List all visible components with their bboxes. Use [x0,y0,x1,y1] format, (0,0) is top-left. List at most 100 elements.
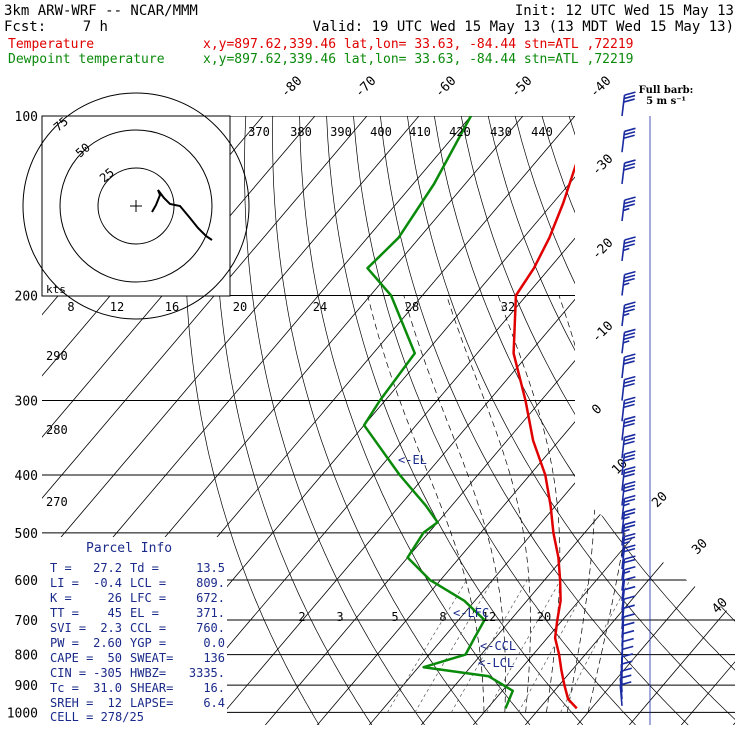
dry-adiabat-line [703,116,735,725]
isotherm-line [732,116,735,725]
parcel-row-value: 26 [108,591,122,605]
legend-temperature-location: x,y=897.62,339.46 lat,lon= 33.63, -84.44… [203,37,633,52]
parcel-row-value: -0.4 [93,576,122,590]
wind-barb [621,494,636,520]
moist-adiabat-line [558,295,596,713]
mixing-ratio-low-label: 5 [391,610,398,624]
isotherm-label: -80 [278,74,305,101]
init-time: Init: 12 UTC Wed 15 May 13 [515,3,734,19]
dry-adiabat-label: 290 [46,349,68,363]
barb-legend-unit: 5 m s⁻¹ [646,96,686,107]
dry-adiabat-label: 280 [46,423,68,437]
parcel-row-label: LAPSE= [130,696,173,710]
isotherm-label: -40 [587,74,614,101]
moist-adiabat-line [446,295,531,713]
lfc-marker: <-LFC [453,606,489,620]
pressure-tick-label: 200 [15,290,38,305]
wind-barb [621,415,636,441]
isotherm-label: 0 [589,402,605,418]
model-title: 3km ARW-WRF -- NCAR/MMM [4,3,198,19]
parcel-row-label: CAPE = [50,651,93,665]
wind-barb [621,91,636,117]
wind-barb [621,450,636,476]
mixing-ratio-line [486,579,561,713]
wind-barb [621,629,635,655]
parcel-cell: CELL = 278/25 [50,710,144,724]
mixing-ratio-line [451,579,528,713]
pressure-tick-label: 600 [15,574,38,589]
pressure-tick-label: 800 [15,649,38,664]
parcel-row-label: T = [50,561,72,575]
mixing-ratio-low-label: 3 [336,610,343,624]
parcel-row-value: 27.2 [93,561,122,575]
header: 3km ARW-WRF -- NCAR/MMM Init: 12 UTC Wed… [4,3,734,35]
isotherm-line [42,116,368,725]
parcel-info-background [42,537,227,725]
parcel-row-label: PW = [50,636,79,650]
mixing-ratio-low-label: 8 [439,610,446,624]
mixing-ratio-label: 16 [165,300,179,314]
parcel-row-value: 16. [203,681,225,695]
mixing-ratio-low-label: 12 [482,610,496,624]
level-markers: <-EL <-LFC <-CCL <-LCL [398,453,516,670]
theta-label: 370 [248,125,270,139]
wind-barbs [619,91,651,725]
parcel-row-label: CIN = [50,666,86,680]
wind-barb [621,576,636,601]
parcel-row-value: -305 [93,666,122,680]
wind-barb [621,301,636,327]
parcel-row-value: 672. [196,591,225,605]
parcel-row-label: SVI = [50,621,86,635]
dry-adiabat-line [407,116,735,725]
dry-adiabat-label: 270 [46,495,68,509]
el-marker: <-EL [398,453,427,467]
parcel-row-value: 45 [108,606,122,620]
theta-label: 400 [370,125,392,139]
sounding-profiles [362,116,592,710]
barb-legend: Full barb: 5 m s⁻¹ [639,85,694,107]
wind-barb [621,196,636,222]
isotherm-line [524,116,735,725]
parcel-row-label: CCL = [130,621,166,635]
hodograph-ring [59,129,213,283]
isotherm-label: -20 [589,236,616,263]
pressure-tick-label: 1000 [7,706,38,721]
wind-barb [621,353,636,379]
isotherm-label: -50 [508,74,535,101]
parcel-row-value: 12 [108,696,122,710]
parcel-row-value: 371. [196,606,225,620]
mixing-ratio-line [387,579,467,713]
theta-label: 410 [409,125,431,139]
parcel-row-label: Tc = [50,681,79,695]
legend-dewpoint: Dewpoint temperature [8,52,165,67]
hodograph-unit-label: kts [46,283,66,296]
parcel-row-label: SREH = [50,696,93,710]
isotherm-line [420,116,735,725]
dry-adiabat-line [541,116,735,725]
dewpoint-line [362,116,515,709]
wind-barb [621,270,636,296]
parcel-row-value: 2.60 [93,636,122,650]
wind-barb [621,127,636,153]
mixing-ratio-label: 20 [233,300,247,314]
mixing-ratio-label: 12 [110,300,124,314]
dry-adiabat-line [353,116,636,725]
parcel-row-label: SWEAT= [130,651,173,665]
mixing-ratio-label: 32 [501,300,515,314]
isotherm-line [628,116,735,725]
parcel-row-label: YGP = [130,636,166,650]
dry-adiabat-line [433,116,735,725]
parcel-row-label: SHEAR= [130,681,173,695]
wind-barb [619,681,632,706]
wind-barb [621,433,636,459]
moist-adiabat-line [403,295,506,713]
isotherm-label: -70 [352,74,379,101]
mixing-ratio-line [560,579,631,713]
wind-barb [621,508,636,533]
hodograph-trace [151,189,213,241]
dry-adiabat-line [215,116,373,725]
isotherm-line [576,116,735,725]
pressure-tick-label: 400 [15,469,38,484]
dry-adiabat-line [649,116,735,725]
